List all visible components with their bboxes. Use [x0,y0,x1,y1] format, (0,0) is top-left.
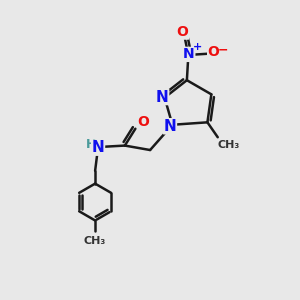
Text: CH₃: CH₃ [218,140,240,150]
Text: O: O [176,25,188,39]
Text: N: N [183,47,195,61]
Text: O: O [208,45,220,59]
Text: N: N [156,89,169,104]
Text: N: N [92,140,104,155]
Text: O: O [138,115,149,129]
Text: +: + [193,42,202,52]
Text: H: H [86,138,97,151]
Text: CH₃: CH₃ [84,236,106,246]
Text: −: − [218,44,229,56]
Text: N: N [164,119,176,134]
